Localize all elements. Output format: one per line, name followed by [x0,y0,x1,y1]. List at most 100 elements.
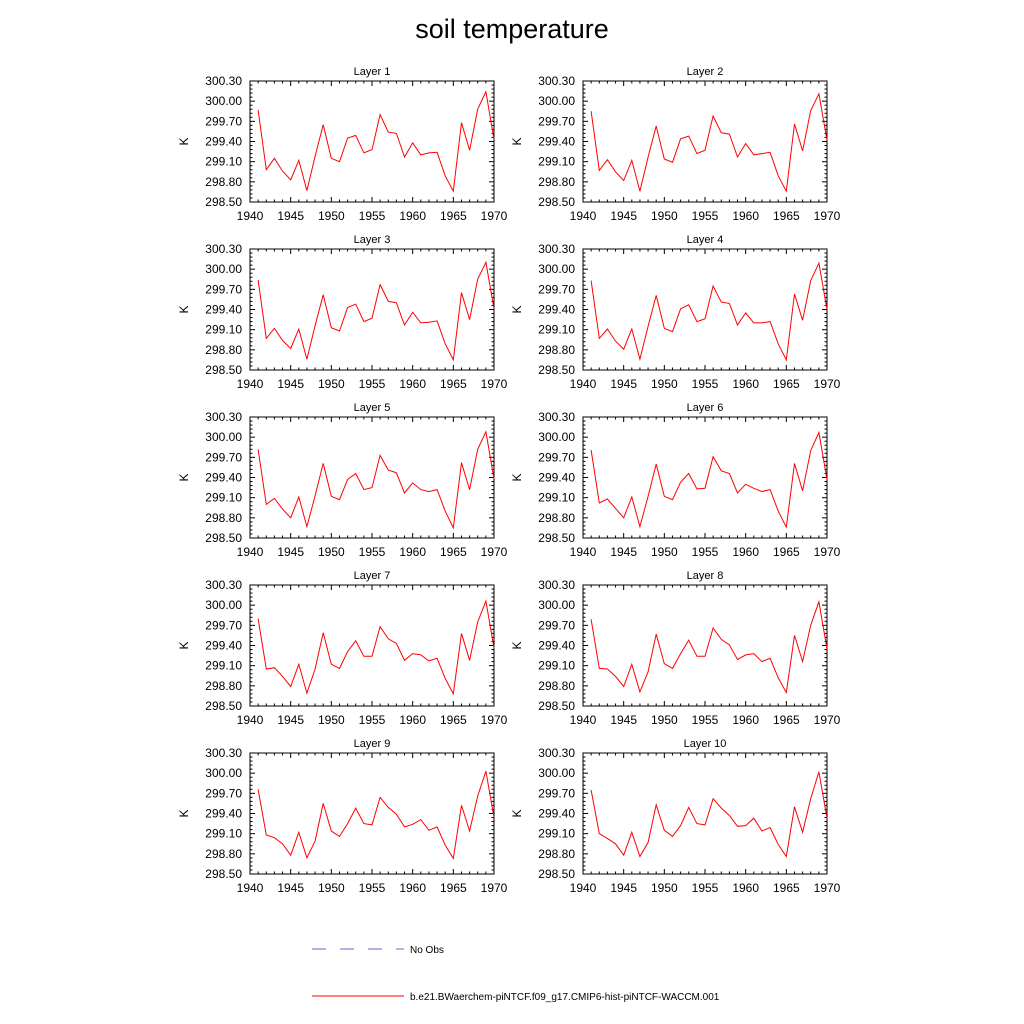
y-axis-label: K [510,137,524,145]
y-tick-label: 299.40 [205,639,242,653]
x-tick-label: 1960 [732,209,759,223]
y-tick-label: 299.10 [205,323,242,337]
y-tick-label: 300.00 [538,94,575,108]
x-tick-label: 1950 [651,377,678,391]
y-tick-label: 300.30 [538,242,575,256]
y-axis-label: K [510,809,524,817]
x-tick-label: 1950 [651,209,678,223]
x-tick-label: 1940 [237,881,264,895]
series-line [257,90,495,193]
y-tick-label: 299.70 [538,618,575,632]
y-axis-label: K [177,641,191,649]
y-tick-label: 298.50 [205,531,242,545]
plot-frame [582,584,828,707]
y-axis-label: K [177,137,191,145]
x-tick-label: 1940 [237,545,264,559]
x-tick-label: 1970 [481,545,508,559]
panel-title: Layer 8 [687,570,724,582]
y-axis-label: K [177,305,191,313]
y-tick-label: 299.70 [538,450,575,464]
x-tick-label: 1965 [773,545,800,559]
x-tick-label: 1970 [481,377,508,391]
y-tick-label: 300.00 [538,262,575,276]
y-tick-label: 298.50 [538,867,575,881]
y-tick-label: 298.80 [205,847,242,861]
y-tick-label: 300.30 [538,74,575,88]
y-tick-label: 299.10 [538,491,575,505]
x-tick-label: 1960 [399,713,426,727]
y-tick-label: 299.70 [538,786,575,800]
y-tick-label: 299.40 [205,303,242,317]
panel: Layer 5 1940 1945 1950 1955 1960 1965 1970 300.3… [177,402,508,559]
series-line [590,92,828,193]
x-tick-label: 1955 [359,377,386,391]
y-tick-label: 299.70 [538,114,575,128]
x-tick-label: 1960 [399,377,426,391]
x-tick-label: 1940 [237,377,264,391]
legend-model-label: b.e21.BWaerchem-piNTCF.f09_g17.CMIP6-his… [410,992,720,1003]
x-tick-label: 1970 [814,713,841,727]
series-line [590,261,828,362]
x-tick-label: 1950 [651,545,678,559]
x-tick-label: 1960 [732,377,759,391]
y-tick-label: 299.10 [538,323,575,337]
y-tick-label: 298.80 [538,175,575,189]
y-tick-label: 298.80 [205,175,242,189]
panel: Layer 3 1940 1945 1950 1955 1960 1965 1970 300.3… [177,234,508,391]
y-tick-label: 298.80 [538,343,575,357]
x-tick-label: 1955 [692,209,719,223]
x-tick-label: 1955 [359,881,386,895]
panel-title: Layer 9 [354,738,391,750]
plot-frame [582,248,828,371]
x-tick-label: 1950 [318,881,345,895]
y-tick-label: 298.50 [538,195,575,209]
plot-frame [582,752,828,875]
panel: Layer 9 1940 1945 1950 1955 1960 1965 1970 300.3… [177,738,508,895]
y-tick-label: 299.40 [205,471,242,485]
series-line [257,260,495,362]
panel: Layer 6 1940 1945 1950 1955 1960 1965 1970 300.3… [510,402,841,559]
y-tick-label: 298.80 [205,511,242,525]
x-tick-label: 1940 [570,713,597,727]
x-tick-label: 1940 [570,881,597,895]
y-tick-label: 299.70 [205,282,242,296]
plot-frame [249,416,495,539]
y-tick-label: 299.70 [538,282,575,296]
x-tick-label: 1945 [610,881,637,895]
y-tick-label: 299.10 [538,155,575,169]
y-tick-label: 298.50 [205,867,242,881]
panel: Layer 4 1940 1945 1950 1955 1960 1965 1970 300.3… [510,234,841,391]
x-tick-label: 1940 [570,377,597,391]
y-tick-label: 298.50 [205,363,242,377]
y-tick-label: 298.50 [538,531,575,545]
x-tick-label: 1945 [610,713,637,727]
y-tick-label: 299.70 [205,114,242,128]
panel-title: Layer 10 [684,738,727,750]
x-tick-label: 1965 [773,881,800,895]
x-tick-label: 1945 [277,209,304,223]
panel: Layer 2 1940 1945 1950 1955 1960 1965 1970 300.3… [510,66,841,223]
y-tick-label: 298.50 [538,699,575,713]
x-tick-label: 1940 [570,545,597,559]
series-line [257,430,495,530]
y-tick-label: 300.00 [538,430,575,444]
x-tick-label: 1960 [732,713,759,727]
y-tick-label: 299.40 [205,807,242,821]
y-tick-label: 299.40 [538,471,575,485]
x-tick-label: 1955 [692,377,719,391]
y-tick-label: 298.80 [538,511,575,525]
x-tick-label: 1950 [318,713,345,727]
x-tick-label: 1965 [440,713,467,727]
y-tick-label: 300.00 [538,598,575,612]
y-tick-label: 300.00 [205,598,242,612]
legend: No Obs b.e21.BWaerchem-piNTCF.f09_g17.CM… [312,945,720,1003]
panel-title: Layer 2 [687,66,724,78]
x-tick-label: 1965 [773,209,800,223]
panel-title: Layer 7 [354,570,391,582]
y-tick-label: 300.00 [205,94,242,108]
y-tick-label: 299.10 [538,659,575,673]
panel: Layer 8 1940 1945 1950 1955 1960 1965 1970 300.3… [510,570,841,727]
y-tick-label: 299.10 [205,155,242,169]
y-tick-label: 299.10 [205,659,242,673]
panel: Layer 10 1940 1945 1950 1955 1960 1965 1970 300.… [510,738,841,895]
